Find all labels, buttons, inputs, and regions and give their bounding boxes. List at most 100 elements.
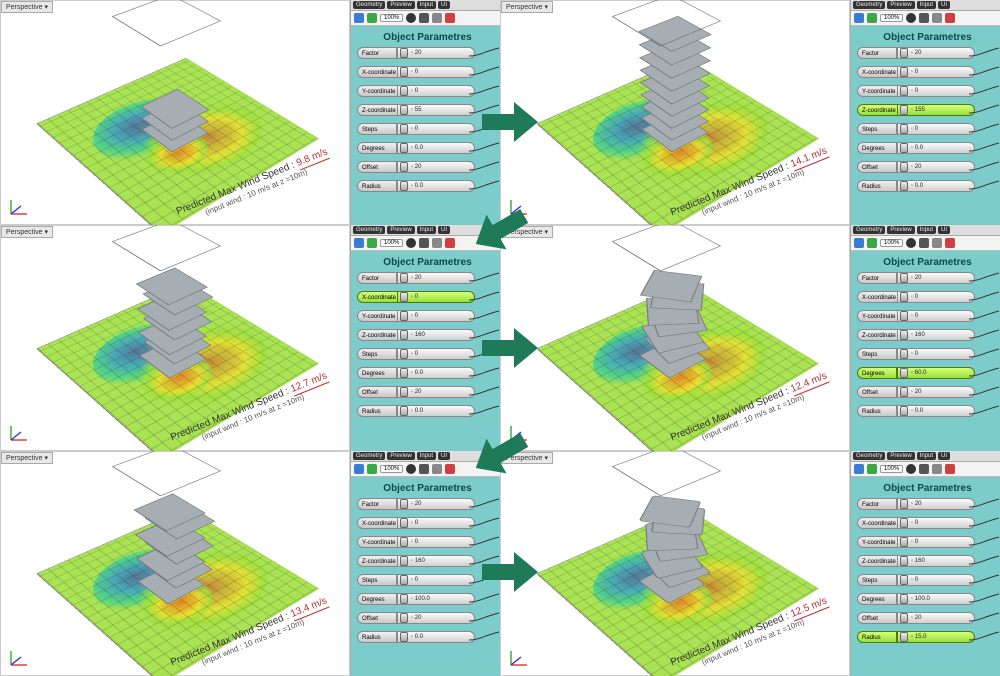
panel-tab[interactable]: Geometry	[853, 226, 885, 234]
panel-tab[interactable]: Input	[917, 226, 936, 234]
panel-tab[interactable]: UI	[438, 452, 450, 460]
param-slider[interactable]: Z-coordinate ◦ 155	[857, 104, 975, 119]
delete-icon[interactable]	[445, 464, 455, 474]
param-slider[interactable]: Degrees ◦ 0.0	[357, 367, 475, 382]
panel-tab[interactable]: Geometry	[853, 452, 885, 460]
panel-tab[interactable]: Input	[417, 1, 436, 9]
param-slider[interactable]: X-coordinate ◦ 0	[357, 517, 475, 532]
param-slider[interactable]: Radius ◦ 0.0	[857, 405, 975, 420]
viewport-3d[interactable]: Perspective ▾	[0, 225, 350, 450]
param-slider[interactable]: Factor ◦ 20	[357, 47, 475, 62]
open-icon[interactable]	[354, 13, 364, 23]
viewport-3d[interactable]: Perspective ▾	[0, 0, 350, 225]
param-slider[interactable]: Offset ◦ 20	[857, 161, 975, 176]
hand-icon[interactable]	[406, 13, 416, 23]
panel-tab[interactable]: Input	[917, 452, 936, 460]
panel-tab[interactable]: Input	[417, 226, 436, 234]
param-slider[interactable]: Offset ◦ 20	[857, 386, 975, 401]
panel-tab[interactable]: Geometry	[353, 452, 385, 460]
hand-icon[interactable]	[406, 464, 416, 474]
param-slider[interactable]: Factor ◦ 20	[857, 47, 975, 62]
save-icon[interactable]	[367, 238, 377, 248]
zoom-display[interactable]: 100%	[380, 14, 403, 22]
param-slider[interactable]: X-coordinate ◦ 0	[357, 291, 475, 306]
param-slider[interactable]: Radius ◦ 0.0	[357, 405, 475, 420]
eye-icon[interactable]	[919, 13, 929, 23]
pointer-icon[interactable]	[932, 464, 942, 474]
hand-icon[interactable]	[906, 238, 916, 248]
param-slider[interactable]: Degrees ◦ 0.0	[857, 142, 975, 157]
pointer-icon[interactable]	[932, 238, 942, 248]
zoom-display[interactable]: 100%	[880, 465, 903, 473]
panel-tab[interactable]: UI	[938, 1, 950, 9]
open-icon[interactable]	[354, 464, 364, 474]
param-slider[interactable]: X-coordinate ◦ 0	[357, 66, 475, 81]
param-slider[interactable]: Z-coordinate ◦ 160	[357, 329, 475, 344]
panel-tab[interactable]: Geometry	[353, 1, 385, 9]
open-icon[interactable]	[354, 238, 364, 248]
viewport-3d[interactable]: Perspective ▾	[500, 451, 850, 676]
param-slider[interactable]: Y-coordinate ◦ 0	[857, 536, 975, 551]
panel-tab[interactable]: Geometry	[853, 1, 885, 9]
save-icon[interactable]	[367, 13, 377, 23]
param-slider[interactable]: Steps ◦ 0	[357, 574, 475, 589]
hand-icon[interactable]	[906, 13, 916, 23]
save-icon[interactable]	[867, 464, 877, 474]
param-slider[interactable]: Degrees ◦ 60.0	[857, 367, 975, 382]
panel-tab[interactable]: Geometry	[353, 226, 385, 234]
open-icon[interactable]	[854, 13, 864, 23]
panel-tab[interactable]: Preview	[387, 226, 414, 234]
eye-icon[interactable]	[419, 238, 429, 248]
param-slider[interactable]: Degrees ◦ 100.0	[857, 593, 975, 608]
save-icon[interactable]	[867, 238, 877, 248]
param-slider[interactable]: Offset ◦ 20	[357, 612, 475, 627]
viewport-3d[interactable]: Perspective ▾	[500, 225, 850, 450]
param-slider[interactable]: Steps ◦ 0	[857, 348, 975, 363]
eye-icon[interactable]	[919, 238, 929, 248]
eye-icon[interactable]	[419, 464, 429, 474]
param-slider[interactable]: Offset ◦ 20	[357, 386, 475, 401]
panel-tab[interactable]: UI	[438, 226, 450, 234]
param-slider[interactable]: Factor ◦ 20	[857, 272, 975, 287]
param-slider[interactable]: Radius ◦ 0.0	[857, 180, 975, 195]
hand-icon[interactable]	[406, 238, 416, 248]
param-slider[interactable]: Steps ◦ 0	[857, 574, 975, 589]
param-slider[interactable]: Y-coordinate ◦ 0	[857, 85, 975, 100]
eye-icon[interactable]	[919, 464, 929, 474]
panel-tab[interactable]: Preview	[387, 452, 414, 460]
save-icon[interactable]	[867, 13, 877, 23]
panel-tab[interactable]: Input	[917, 1, 936, 9]
param-slider[interactable]: X-coordinate ◦ 0	[857, 66, 975, 81]
pointer-icon[interactable]	[432, 13, 442, 23]
viewport-3d[interactable]: Perspective ▾	[500, 0, 850, 225]
param-slider[interactable]: Z-coordinate ◦ 160	[857, 329, 975, 344]
param-slider[interactable]: Z-coordinate ◦ 160	[357, 555, 475, 570]
param-slider[interactable]: Z-coordinate ◦ 160	[857, 555, 975, 570]
panel-tab[interactable]: Preview	[887, 452, 914, 460]
param-slider[interactable]: Radius ◦ 15.0	[857, 631, 975, 646]
param-slider[interactable]: Factor ◦ 20	[357, 272, 475, 287]
open-icon[interactable]	[854, 238, 864, 248]
save-icon[interactable]	[367, 464, 377, 474]
zoom-display[interactable]: 100%	[380, 465, 403, 473]
eye-icon[interactable]	[419, 13, 429, 23]
viewport-3d[interactable]: Perspective ▾	[0, 451, 350, 676]
param-slider[interactable]: Z-coordinate ◦ 55	[357, 104, 475, 119]
param-slider[interactable]: Y-coordinate ◦ 0	[357, 536, 475, 551]
param-slider[interactable]: Offset ◦ 20	[357, 161, 475, 176]
zoom-display[interactable]: 100%	[880, 14, 903, 22]
param-slider[interactable]: Radius ◦ 0.0	[357, 631, 475, 646]
param-slider[interactable]: Offset ◦ 20	[857, 612, 975, 627]
panel-tab[interactable]: UI	[438, 1, 450, 9]
param-slider[interactable]: X-coordinate ◦ 0	[857, 517, 975, 532]
param-slider[interactable]: Y-coordinate ◦ 0	[357, 310, 475, 325]
zoom-display[interactable]: 100%	[380, 239, 403, 247]
param-slider[interactable]: Degrees ◦ 100.0	[357, 593, 475, 608]
param-slider[interactable]: Y-coordinate ◦ 0	[857, 310, 975, 325]
panel-tab[interactable]: Preview	[887, 226, 914, 234]
param-slider[interactable]: Y-coordinate ◦ 0	[357, 85, 475, 100]
panel-tab[interactable]: Input	[417, 452, 436, 460]
pointer-icon[interactable]	[432, 464, 442, 474]
param-slider[interactable]: Steps ◦ 0	[857, 123, 975, 138]
delete-icon[interactable]	[445, 13, 455, 23]
